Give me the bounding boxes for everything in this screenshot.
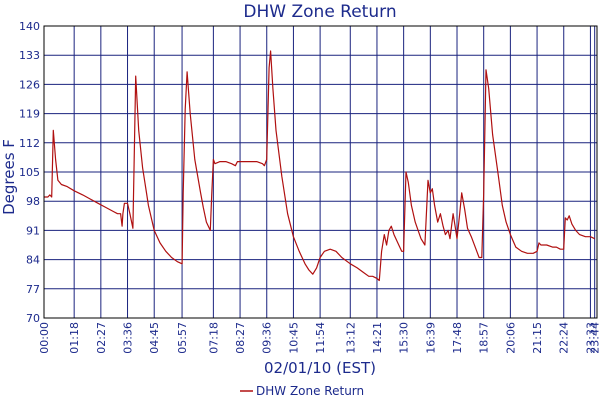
x-tick-label: 21:15 xyxy=(531,322,544,354)
y-tick-label: 91 xyxy=(26,224,40,237)
y-tick-label: 119 xyxy=(19,108,40,121)
x-tick-label: 17:48 xyxy=(451,322,464,354)
legend-label: DHW Zone Return xyxy=(256,384,364,398)
x-axis-ticks: 00:00 01:18 02:27 03:36 04:45 05:57 07:18 08:27… xyxy=(38,322,600,354)
series-line xyxy=(44,50,595,282)
x-tick-label: 14:21 xyxy=(371,322,384,354)
x-tick-label: 08:27 xyxy=(234,322,247,354)
x-tick-label: 16:39 xyxy=(424,322,437,354)
x-tick-label: 23:33 xyxy=(584,322,597,354)
y-axis-ticks: 70 77 84 91 98 105 112 119 126 133 140 xyxy=(19,20,40,325)
y-tick-label: 84 xyxy=(26,254,40,267)
x-tick-label: 03:36 xyxy=(122,322,135,354)
legend: DHW Zone Return xyxy=(240,384,364,398)
y-tick-label: 70 xyxy=(26,312,40,325)
y-tick-label: 77 xyxy=(26,283,40,296)
x-tick-label: 04:45 xyxy=(148,322,161,354)
chart-title: DHW Zone Return xyxy=(243,2,396,22)
y-tick-label: 112 xyxy=(19,137,40,150)
x-tick-label: 02:27 xyxy=(95,322,108,354)
x-tick-label: 00:00 xyxy=(38,322,51,354)
y-axis-label: Degrees F xyxy=(0,139,18,215)
x-tick-label: 01:18 xyxy=(68,322,81,354)
x-tick-label: 22:24 xyxy=(558,322,571,354)
x-tick-label: 15:30 xyxy=(398,322,411,354)
x-tick-label: 23:44 xyxy=(589,322,600,354)
x-tick-label: 11:54 xyxy=(314,322,327,354)
x-tick-label: 20:06 xyxy=(504,322,517,354)
y-tick-label: 105 xyxy=(19,166,40,179)
x-tick-label: 18:57 xyxy=(478,322,491,354)
y-tick-label: 140 xyxy=(19,20,40,33)
x-axis-label: 02/01/10 (EST) xyxy=(264,359,376,377)
y-tick-label: 126 xyxy=(19,78,40,91)
x-tick-label: 10:45 xyxy=(287,322,300,354)
series-layer xyxy=(44,50,595,282)
x-tick-label: 13:12 xyxy=(344,322,357,354)
x-tick-label: 09:36 xyxy=(261,322,274,354)
y-tick-label: 133 xyxy=(19,49,40,62)
plot-area-border xyxy=(43,25,598,319)
x-tick-label: 07:18 xyxy=(207,322,220,354)
y-tick-label: 98 xyxy=(26,195,40,208)
x-tick-label: 05:57 xyxy=(176,322,189,354)
